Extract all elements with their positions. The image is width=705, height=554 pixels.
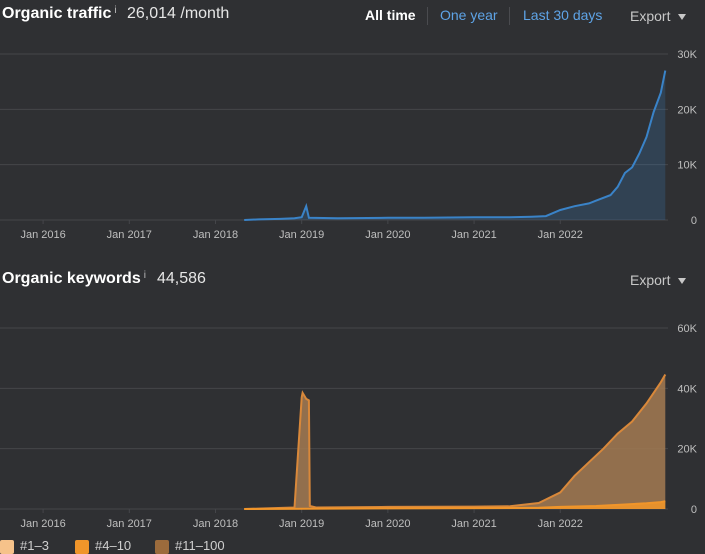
traffic-title-text: Organic traffic <box>2 5 112 22</box>
x-tick-label: Jan 2019 <box>279 229 324 241</box>
y-tick-label: 20K <box>677 444 697 456</box>
tab-separator <box>427 7 428 25</box>
x-tick-label: Jan 2021 <box>451 229 496 241</box>
traffic-title: Organic traffic i <box>2 5 117 23</box>
export-label: Export <box>630 272 671 288</box>
x-tick-label: Jan 2018 <box>193 518 238 530</box>
legend-label: #11–100 <box>175 538 225 553</box>
x-tick-label: Jan 2020 <box>365 229 410 241</box>
legend-item-top10[interactable]: #4–10 <box>75 538 131 554</box>
legend-label: #4–10 <box>95 538 132 553</box>
x-tick-label: Jan 2016 <box>20 229 65 241</box>
keywords-chart: 60K 40K 20K 0 Jan 2016 Jan 2017 Jan 2018 Jan 20… <box>0 323 698 530</box>
traffic-export-button[interactable]: Export <box>630 8 687 24</box>
keywords-metric: 44,586 <box>157 270 206 287</box>
series-area <box>244 70 666 220</box>
y-tick-label: 10K <box>677 160 697 172</box>
y-tick-label: 0 <box>691 504 697 516</box>
keywords-title-text: Organic keywords <box>2 270 141 287</box>
tab-separator <box>509 7 510 25</box>
x-tick-label: Jan 2019 <box>279 518 324 530</box>
y-tick-label: 20K <box>677 104 697 116</box>
legend-swatch <box>0 539 14 554</box>
info-icon[interactable]: i <box>143 270 146 281</box>
x-tick-label: Jan 2017 <box>107 229 152 241</box>
caret-down-icon <box>678 278 687 285</box>
tab-last-30-days[interactable]: Last 30 days <box>523 7 603 23</box>
x-tick-label: Jan 2021 <box>451 518 496 530</box>
traffic-chart: 30K 20K 10K 0 Jan 2016 Jan 2017 Jan 2018 Jan 20… <box>0 49 698 241</box>
legend-label: #1–3 <box>20 538 49 553</box>
x-tick-label: Jan 2016 <box>20 518 65 530</box>
legend-item-top100[interactable]: #11–100 <box>155 538 225 554</box>
export-label: Export <box>630 8 671 24</box>
legend-swatch <box>75 539 89 554</box>
tab-all-time[interactable]: All time <box>365 7 416 23</box>
x-tick-label: Jan 2022 <box>538 229 583 241</box>
series-line <box>244 374 667 510</box>
traffic-header: Organic traffic i 26,014 /month All time … <box>0 0 705 30</box>
series-line <box>244 500 666 510</box>
keywords-header: Organic keywords i 44,586 Export <box>0 265 705 295</box>
y-tick-label: 40K <box>677 383 697 395</box>
x-tick-label: Jan 2020 <box>365 518 410 530</box>
series-line <box>244 70 667 221</box>
info-icon[interactable]: i <box>114 5 117 16</box>
legend-item-top3[interactable]: #1–3 <box>0 538 49 554</box>
keywords-title: Organic keywords i <box>2 270 146 288</box>
x-tick-label: Jan 2018 <box>193 229 238 241</box>
traffic-metric: 26,014 /month <box>127 5 230 22</box>
x-tick-label: Jan 2022 <box>538 518 583 530</box>
keywords-export-button[interactable]: Export <box>630 272 687 288</box>
y-tick-label: 0 <box>691 215 697 227</box>
series-area <box>244 374 666 509</box>
x-tick-label: Jan 2017 <box>107 518 152 530</box>
caret-down-icon <box>678 14 687 21</box>
legend-swatch <box>155 539 169 554</box>
y-tick-label: 30K <box>677 49 697 61</box>
y-tick-label: 60K <box>677 323 697 335</box>
tab-one-year[interactable]: One year <box>440 7 498 23</box>
